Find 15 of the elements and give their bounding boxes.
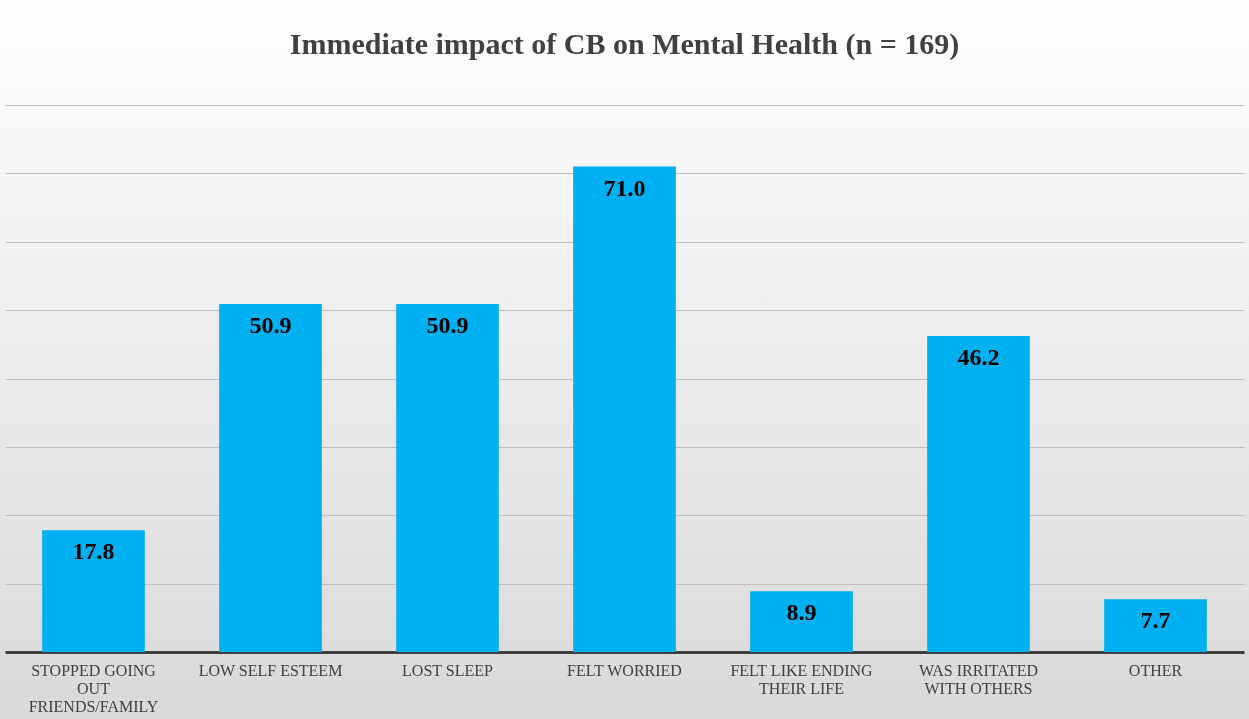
- x-tick-label: OTHER: [1128, 661, 1183, 679]
- data-label: 50.9: [249, 311, 292, 338]
- data-label: 46.2: [957, 344, 1000, 371]
- x-tick-label: WAS IRRITATED WITH OTHERS: [918, 661, 1039, 697]
- x-tick-label: STOPPED GOING OUT FRIENDS/FAMILY: [28, 661, 159, 715]
- data-label: 50.9: [426, 311, 469, 338]
- x-tick-label: LOST SLEEP: [402, 661, 494, 679]
- x-tick-label: FELT WORRIED: [567, 661, 682, 679]
- data-label: 8.9: [786, 599, 817, 626]
- data-label: 7.7: [1140, 607, 1171, 634]
- data-label: 71.0: [603, 174, 646, 201]
- chart-title: Immediate impact of CB on Mental Health (n = 169): [289, 27, 960, 61]
- data-label: 17.8: [72, 538, 115, 565]
- x-tick-label: FELT LIKE ENDING THEIR LIFE: [730, 661, 874, 697]
- x-tick-label: LOW SELF ESTEEM: [198, 661, 343, 679]
